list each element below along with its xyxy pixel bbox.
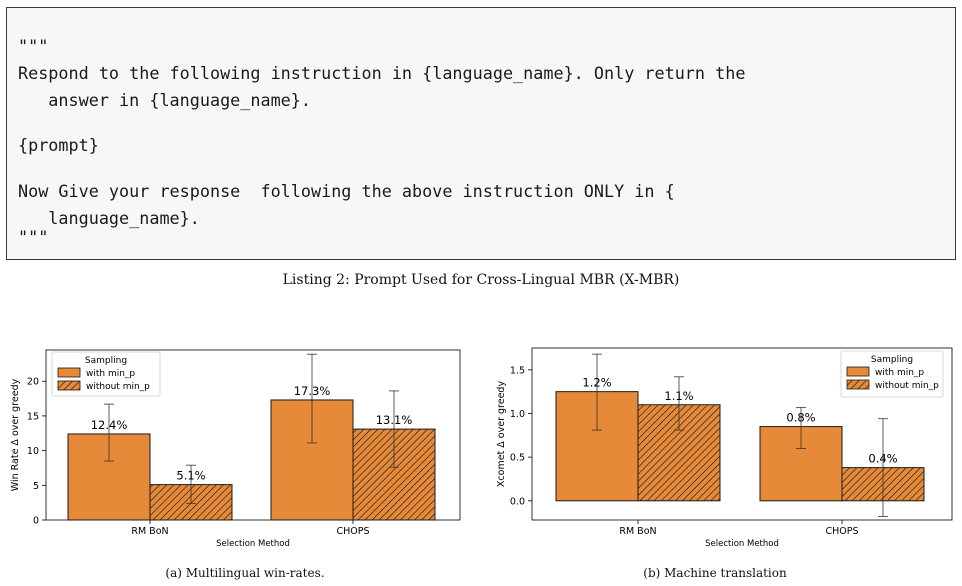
x-axis-label: Selection Method: [216, 539, 290, 549]
data-label: 13.1%: [376, 413, 413, 427]
x-tick-label: CHOPS: [825, 526, 858, 537]
data-label: 12.4%: [91, 418, 128, 432]
y-tick-label: 0.0: [510, 496, 525, 507]
code-line: """: [18, 227, 49, 247]
plot-frame: [45, 349, 461, 521]
y-tick-label: 20: [27, 377, 39, 388]
x-tick-label: CHOPS: [336, 526, 369, 537]
code-line: """: [18, 36, 49, 56]
data-label: 17.3%: [294, 384, 331, 398]
y-axis-label: Xcomet Δ over greedy: [496, 381, 507, 488]
legend-swatch: [846, 366, 870, 377]
y-tick-label: 0: [33, 516, 39, 527]
x-tick-label: RM BoN: [131, 526, 168, 537]
legend-label: without min_p: [875, 381, 939, 391]
subfigure-caption-b: (b) Machine translation: [643, 566, 787, 580]
code-line: language_name}.: [18, 208, 200, 228]
y-tick-label: 15: [27, 411, 39, 422]
data-label: 1.1%: [664, 389, 693, 403]
x-axis-label: Selection Method: [705, 539, 779, 549]
y-axis-label: Win Rate Δ over greedy: [10, 378, 21, 491]
legend-label: without min_p: [86, 382, 150, 392]
y-tick-label: 1.5: [510, 365, 525, 376]
legend-swatch: [57, 380, 81, 391]
code-line: answer in {language_name}.: [18, 90, 311, 110]
listing-caption: Listing 2: Prompt Used for Cross-Lingual…: [282, 272, 680, 288]
code-line: Respond to the following instruction in …: [18, 63, 746, 83]
x-tick-label: RM BoN: [619, 526, 656, 537]
win-rate-chart: 0 5 10 15 20 12.4% 5.1% RM BoN 17.3% 13.1% CHOPS Se…: [10, 349, 461, 549]
data-label: 1.2%: [582, 376, 611, 390]
data-label: 0.8%: [786, 411, 815, 425]
code-listing: """ Respond to the following instruction…: [6, 7, 956, 260]
code-line: Now Give your response following the abo…: [18, 181, 675, 201]
plot-frame: [531, 347, 953, 521]
y-tick-label: 5: [33, 481, 39, 492]
data-label: 5.1%: [176, 469, 205, 483]
legend-title: Sampling: [85, 356, 127, 366]
legend-label: with min_p: [875, 368, 924, 378]
y-tick-label: 1.0: [510, 409, 525, 420]
data-label: 0.4%: [868, 452, 897, 466]
xcomet-chart: 0.0 0.5 1.0 1.5 1.2% 1.1% RM BoN 0.8% 0.4% CHOPS S…: [496, 347, 953, 549]
legend-label: with min_p: [86, 369, 135, 379]
legend-swatch: [57, 367, 81, 378]
y-tick-label: 10: [27, 446, 39, 457]
code-line: {prompt}: [18, 135, 99, 155]
subfigure-caption-a: (a) Multilingual win-rates.: [165, 566, 325, 580]
y-tick-label: 0.5: [510, 453, 525, 464]
legend-title: Sampling: [871, 355, 913, 365]
legend-swatch: [846, 379, 870, 390]
